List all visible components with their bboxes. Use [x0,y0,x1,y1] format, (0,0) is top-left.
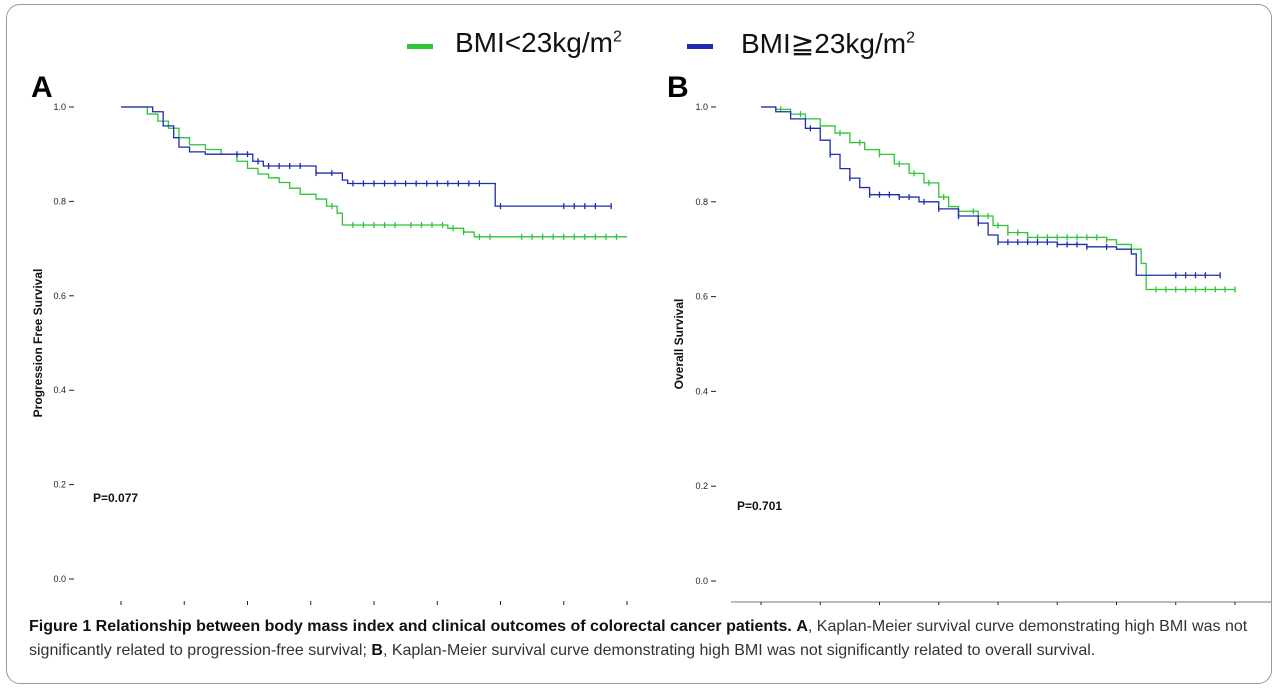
chart-legend: BMI<23kg/m2 BMI≧23kg/m2 [407,25,1007,69]
chart-b-y-axis-label: Overall Survival [672,299,686,390]
chart-a-y-axis-label: Progression Free Survival [31,269,45,418]
chart-a-series-line-0 [121,106,627,238]
chart-a-y-tick-label: 0.8 [53,196,66,206]
caption-b-text: , Kaplan-Meier survival curve demonstrat… [382,642,1096,659]
caption-a-text: , Kaplan-Meier survival curve demonstrat… [29,618,1248,659]
chart-a-y-tick-label: 0.0 [53,574,66,584]
caption-a-label: A [796,618,808,635]
legend-swatch-high-bmi [687,44,713,49]
legend-label-low-bmi: BMI<23kg/m2 [455,27,622,58]
chart-b-y-tick-label: 0.8 [695,197,708,207]
panel-letter-a: A [31,71,53,104]
chart-panel-a: 0.00.20.40.60.81.001224364860728496Time … [31,102,628,605]
chart-a-y-tick-label: 0.6 [53,291,66,301]
caption-b-label: B [371,642,383,659]
panel-letter-b: B [667,71,689,104]
chart-b-p-value: P=0.701 [737,499,782,513]
figure-caption: Figure 1 Relationship between body mass … [29,615,1259,663]
chart-a-y-tick-label: 0.4 [53,385,66,395]
chart-a-y-tick-label: 1.0 [53,102,66,112]
chart-a-y-tick-label: 0.2 [53,480,66,490]
chart-b-y-tick-label: 0.0 [695,576,708,586]
chart-b-y-tick-label: 1.0 [695,102,708,112]
legend-swatch-low-bmi [407,44,433,49]
legend-label-high-bmi: BMI≧23kg/m2 [741,28,915,59]
chart-b-y-tick-label: 0.6 [695,292,708,302]
chart-panel-b: 0.00.20.40.60.81.001224364860728496Time … [672,102,1271,605]
chart-a-series-line-1 [121,106,612,207]
chart-b-y-tick-label: 0.4 [695,386,708,396]
caption-title: Figure 1 Relationship between body mass … [29,618,792,635]
figure-frame: BMI<23kg/m2 BMI≧23kg/m2 A B 0.0 0.2 0.4 0.6… [6,4,1272,684]
chart-a-p-value: P=0.077 [93,491,138,505]
chart-b-y-tick-label: 0.2 [695,481,708,491]
chart-b-series-line-1 [761,106,1221,276]
chart-b-series-line-0 [761,106,1235,291]
